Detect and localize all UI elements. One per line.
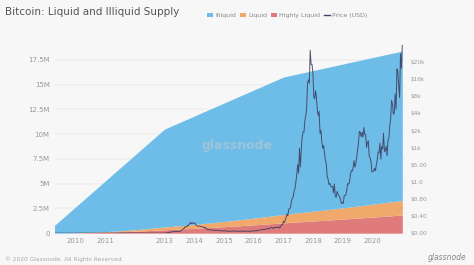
Text: glassnode: glassnode: [428, 253, 467, 262]
Text: © 2020 Glassnode. All Rights Reserved.: © 2020 Glassnode. All Rights Reserved.: [5, 257, 123, 262]
Text: glassnode: glassnode: [201, 139, 273, 152]
Text: Bitcoin: Liquid and Illiquid Supply: Bitcoin: Liquid and Illiquid Supply: [5, 7, 179, 17]
Legend: Illiquid, Liquid, Highly Liquid, Price (USD): Illiquid, Liquid, Highly Liquid, Price (…: [205, 11, 370, 21]
